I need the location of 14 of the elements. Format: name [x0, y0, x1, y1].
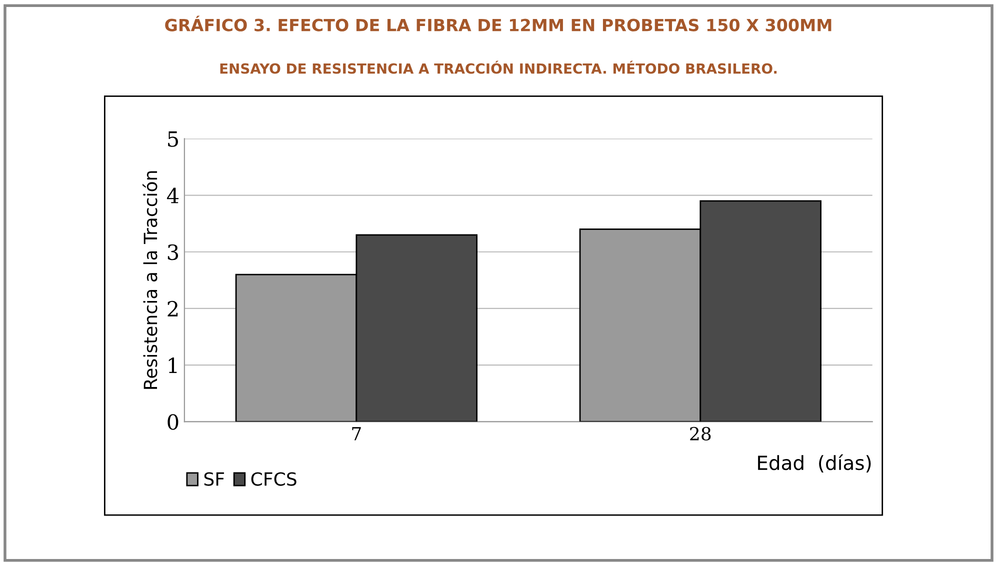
y-tick-label: 2 — [168, 300, 178, 316]
y-tick-label: 1 — [168, 358, 177, 373]
chart-title: GRÁFICO 3. EFECTO DE LA FIBRA DE 12MM EN PROBETAS 150 X 300MM — [165, 16, 832, 32]
legend-label: CFCS — [251, 472, 296, 486]
x-tick-label: 28 — [690, 426, 711, 441]
y-axis-title: Resistencia a la Tracción — [142, 171, 158, 389]
y-tick-label: 5 — [168, 131, 178, 147]
legend-label: SF — [204, 472, 224, 486]
x-axis-title: Edad (días) — [758, 454, 871, 472]
y-tick-label: 0 — [168, 414, 178, 430]
chart-subtitle: ENSAYO DE RESISTENCIA A TRACCIÓN INDIRECTA. MÉTODO BRASILERO. — [220, 60, 777, 74]
y-tick-label: 3 — [168, 244, 178, 260]
x-tick-label: 7 — [352, 427, 361, 440]
y-tick-label: 4 — [166, 188, 179, 204]
